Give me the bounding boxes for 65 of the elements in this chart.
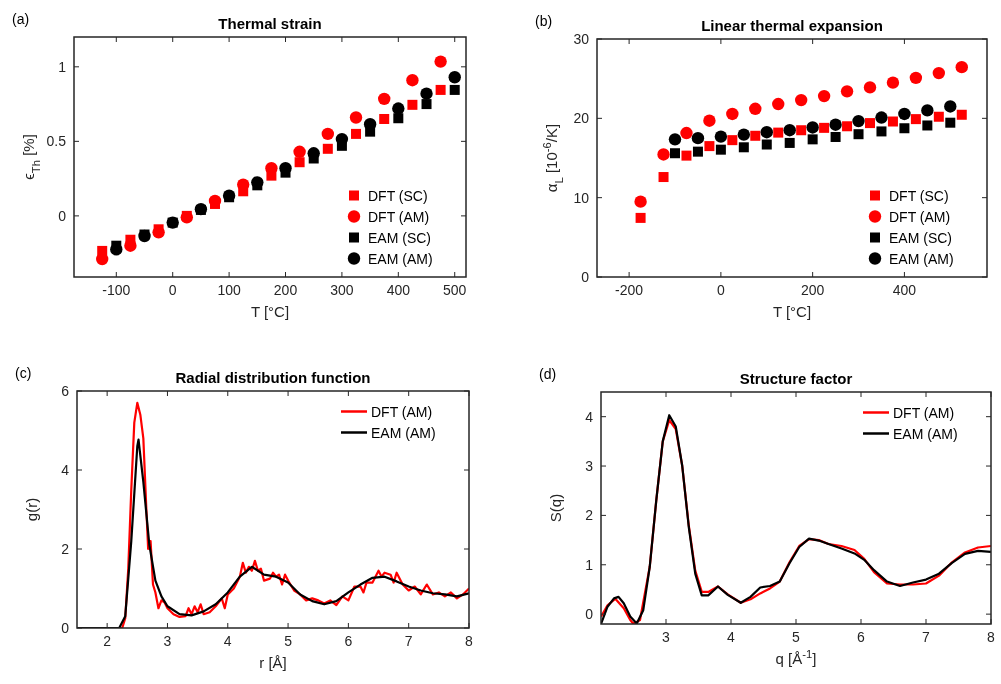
y-tick-label: 1 [58,58,67,75]
legend-label: DFT (AM) [371,403,433,420]
legend-label: EAM (AM) [889,250,954,267]
text: (d) [539,366,557,382]
x-tick-label: 5 [284,633,293,649]
y-tick-label: 4 [585,408,594,425]
y-tick-label: 0 [58,207,67,224]
x-tick-label: 0 [168,282,177,298]
legend-label: EAM (AM) [893,425,958,442]
x-tick-label: 3 [662,629,671,645]
x-tick-label: 6 [857,629,866,645]
legend-label: DFT (AM) [368,208,430,225]
legend-label: EAM (SC) [889,229,952,246]
y-tick-label: 1 [585,556,594,573]
x-tick-label: 7 [404,633,413,649]
y-tick-label: 3 [585,458,594,475]
y-tick-label: 0.5 [46,133,67,150]
y-tick-label: 4 [61,462,70,478]
chart-title: Structure factor [739,370,853,387]
y-tick-label: 20 [573,110,590,127]
legend-label: EAM (AM) [368,250,433,267]
x-tick-label: 400 [892,282,917,298]
x-axis-title: T [°C] [250,303,290,320]
legend-label: DFT (AM) [889,208,951,225]
legend-label: DFT (AM) [893,404,955,421]
x-tick-label: 7 [922,629,931,645]
text: (c) [15,365,32,381]
x-axis-title: q [Å$^{-1}$] [775,648,817,667]
y-tick-label: 2 [61,541,70,557]
x-tick-label: 3 [163,633,172,649]
x-tick-label: 0 [716,282,725,298]
x-tick-label: 8 [465,633,474,649]
x-tick-label: 200 [273,282,298,298]
x-tick-label: 500 [443,282,467,298]
legend-label: DFT (SC) [368,187,428,204]
x-tick-label: -200 [615,282,644,298]
y-tick-label: 6 [61,383,70,399]
x-tick-label: 100 [217,282,241,298]
x-axis-title: r [Å] [259,654,287,671]
y-tick-label: 30 [573,31,590,47]
x-tick-label: 200 [800,282,825,298]
y-axis-title: g(r) [23,497,40,522]
y-tick-label: 0 [585,606,594,623]
legend-label: DFT (SC) [889,187,949,204]
x-tick-label: 5 [792,629,801,645]
x-tick-label: 4 [223,633,232,649]
chart-title: Linear thermal expansion [701,17,883,34]
x-tick-label: 300 [330,282,354,298]
x-tick-label: -100 [102,282,131,298]
y-tick-label: 10 [573,189,590,206]
x-tick-label: 4 [727,629,736,645]
y-tick-label: 2 [585,507,594,524]
x-axis-title: T [°C] [772,303,812,320]
legend-label: EAM (AM) [371,424,436,441]
x-tick-label: 8 [987,629,996,645]
text: (a) [12,11,30,27]
legend-label: EAM (SC) [368,229,431,246]
y-tick-label: 0 [581,269,590,285]
text: (b) [535,13,553,29]
chart-title: Radial distribution function [175,369,371,386]
x-tick-label: 6 [344,633,353,649]
x-tick-label: 2 [103,633,112,649]
x-tick-label: 400 [386,282,411,298]
chart-title: Thermal strain [218,15,322,32]
y-axis-title: S(q) [547,493,564,523]
